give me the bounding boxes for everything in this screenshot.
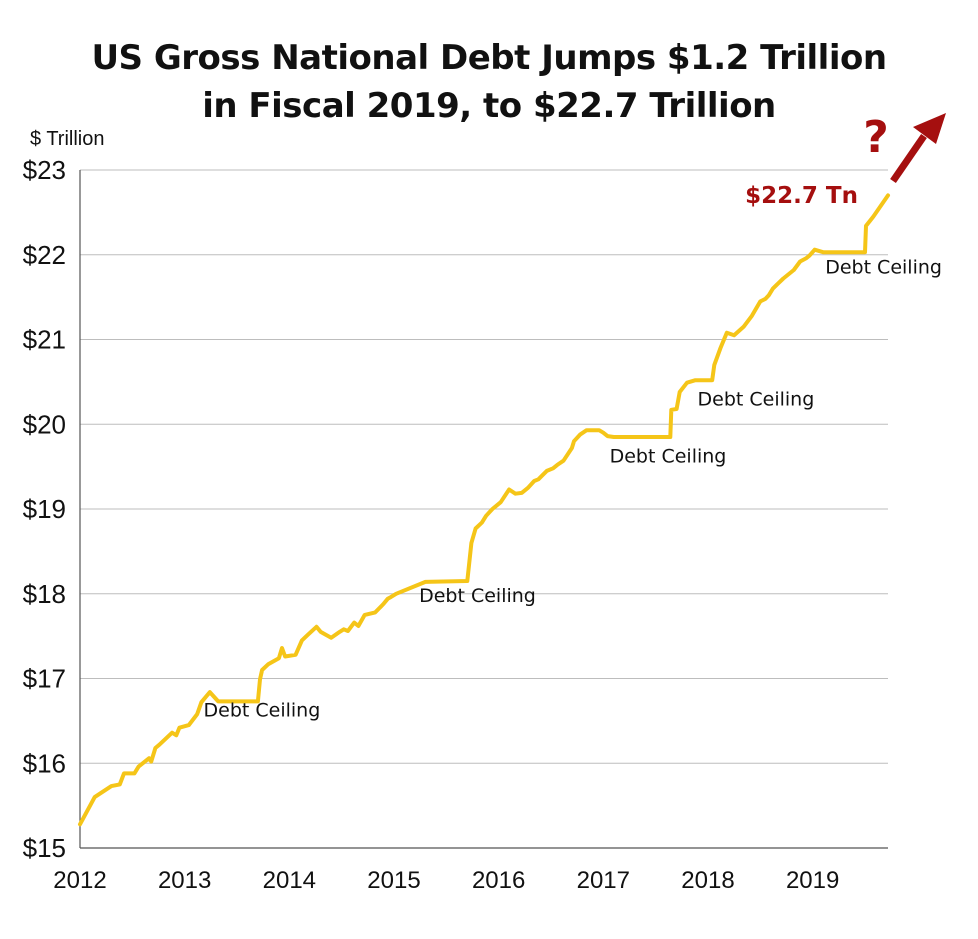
question-mark-icon: ? [863,112,889,163]
debt-series-line-0 [78,193,890,827]
up-arrow-icon [890,134,927,183]
y-tick-label-15: $15 [23,833,66,863]
debt-ceiling-label-1: Debt Ceiling [204,700,321,722]
y-tick-label-19: $19 [23,494,66,524]
chart-title: US Gross National Debt Jumps $1.2 Trilli… [0,34,978,130]
debt-ceiling-label-3: Debt Ceiling [610,445,727,467]
debt-series [78,193,890,827]
grid-lines [80,169,888,849]
chart-title-line-2: in Fiscal 2019, to $22.7 Trillion [202,86,776,126]
up-arrow-head-icon [913,113,946,144]
y-tick-label-17: $17 [23,664,66,694]
x-tick-label-2019: 2019 [786,867,839,894]
y-tick-label-16: $16 [23,748,66,778]
y-tick-label-21: $21 [23,325,66,355]
debt-ceiling-label-5: Debt Ceiling [825,256,942,278]
x-tick-label-2015: 2015 [367,867,420,894]
x-tick-label-2014: 2014 [263,867,316,894]
x-tick-label-2013: 2013 [158,867,211,894]
y-tick-label-18: $18 [23,579,66,609]
latest-value-callout: $22.7 Tn [745,183,858,209]
debt-ceiling-annotations: Debt Ceiling Debt Ceiling Debt Ceiling Debt… [204,256,942,721]
axes [79,170,888,849]
y-tick-labels: $15 $16 $17 $18 $19 $20 $21 $22 $23 [23,155,66,863]
x-tick-label-2018: 2018 [681,867,734,894]
x-tick-labels: 2012 2013 2014 2015 2016 2017 2018 2019 [53,867,839,894]
y-tick-label-20: $20 [23,409,66,439]
y-axis-unit-label: $ Trillion [30,128,104,150]
debt-ceiling-label-2: Debt Ceiling [419,585,536,607]
chart-title-line-1: US Gross National Debt Jumps $1.2 Trilli… [91,38,887,78]
y-tick-label-23: $23 [23,155,66,185]
debt-ceiling-label-4: Debt Ceiling [698,389,815,411]
y-tick-label-22: $22 [23,240,66,270]
x-tick-label-2012: 2012 [53,867,106,894]
x-tick-label-2017: 2017 [577,867,630,894]
x-tick-label-2016: 2016 [472,867,525,894]
